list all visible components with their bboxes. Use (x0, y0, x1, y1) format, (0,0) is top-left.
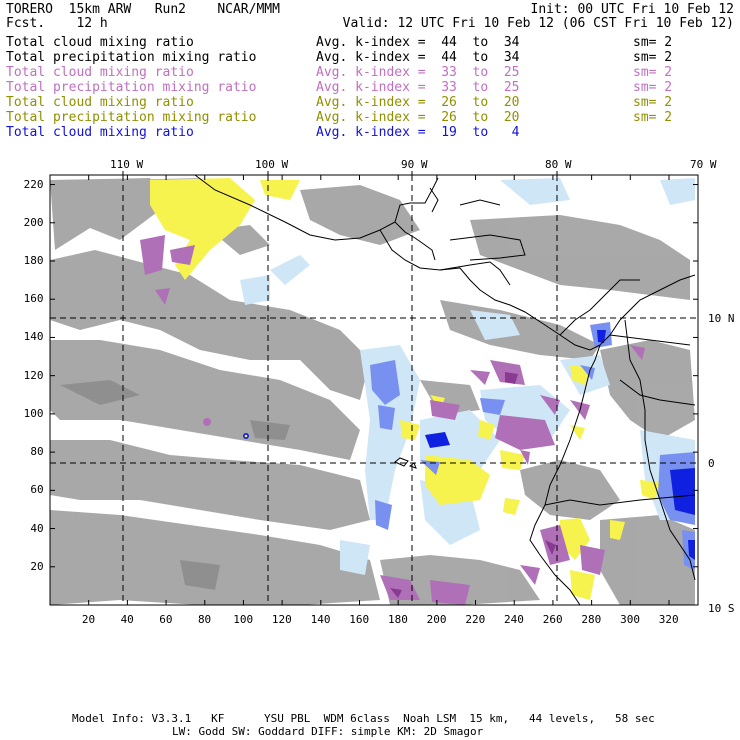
y-tick-label: 80 (30, 445, 44, 459)
plot-frame (49, 174, 699, 606)
legend-field: Total cloud mixing ratio (6, 65, 194, 80)
legend-smooth: sm= 2 (633, 80, 673, 95)
y-tick-label: 20 (30, 559, 44, 573)
legend-row: Total precipitation mixing ratio Avg. k-… (6, 111, 672, 181)
legend-index: Avg. k-index = 26 to 20 (316, 95, 520, 110)
header-valid: Valid: 12 UTC Fri 10 Feb 12 (06 CST Fri … (342, 16, 734, 31)
legend-field: Total precipitation mixing ratio (6, 50, 257, 65)
x-tick-label: 40 (120, 613, 134, 626)
legend-row: Total precipitation mixing ratio Avg. k-… (6, 81, 672, 151)
x-tick-label: 140 (310, 613, 331, 626)
x-tick-label: 80 (197, 613, 212, 626)
legend-field: Total cloud mixing ratio (6, 35, 194, 50)
lon-label: 90 W (401, 158, 428, 171)
legend-smooth: sm= 2 (633, 65, 673, 80)
cloud-field-purple-dark (390, 372, 556, 598)
x-tick-label: 260 (542, 613, 563, 626)
cloud-field-yellow (150, 178, 660, 600)
legend-field: Total precipitation mixing ratio (6, 110, 257, 125)
lon-label: 80 W (545, 158, 572, 171)
legend-index: Avg. k-index = 26 to 20 (316, 110, 520, 125)
x-tick-label: 100 (233, 613, 254, 626)
y-tick-label: 40 (30, 521, 44, 535)
legend-index: Avg. k-index = 19 to 4 (316, 125, 520, 140)
x-tick-label: 60 (159, 613, 173, 626)
cloud-field-blue-dark (243, 330, 695, 560)
lon-ticks (122, 171, 558, 175)
header-init: Init: 00 UTC Fri 10 Feb 12 (530, 2, 735, 17)
x-tick-label: 160 (349, 613, 370, 626)
lon-label: 100 W (255, 158, 289, 171)
lon-label: 70 W (690, 158, 717, 171)
coastlines (194, 175, 696, 605)
legend-smooth: sm= 2 (633, 50, 673, 65)
y-tick-label: 180 (23, 254, 44, 267)
legend-index: Avg. k-index = 44 to 34 (316, 50, 520, 65)
axis-ticks (50, 175, 698, 605)
y-tick-label: 140 (23, 330, 44, 344)
legend-row: Total cloud mixing ratio Avg. k-index = … (6, 126, 520, 196)
legend-field: Total cloud mixing ratio (6, 95, 194, 110)
legend-smooth: sm= 2 (633, 95, 673, 110)
x-tick-label: 320 (658, 613, 679, 626)
y-tick-label: 120 (23, 368, 44, 382)
cloud-field-gray-dark (60, 380, 290, 590)
x-tick-label: 220 (465, 613, 486, 626)
legend-smooth: sm= 2 (633, 35, 673, 50)
x-tick-label: 240 (504, 613, 524, 626)
legend-row: Total cloud mixing ratio Avg. k-index = … (6, 96, 672, 166)
x-tick-label: 180 (387, 613, 408, 626)
y-tick-label: 100 (23, 406, 44, 420)
x-tick-label: 120 (271, 613, 292, 626)
x-tick-label: 300 (620, 613, 640, 626)
y-tick-label: 200 (23, 215, 44, 229)
legend-index: Avg. k-index = 44 to 34 (316, 35, 520, 50)
legend-field: Total precipitation mixing ratio (6, 80, 257, 95)
legend-row: Total cloud mixing ratio Avg. k-index = … (6, 36, 672, 106)
lon-label: 110 W (110, 158, 144, 171)
x-tick-label: 200 (426, 613, 447, 626)
x-tick-label: 20 (81, 613, 96, 626)
footer-physics: LW: Godd SW: Goddard DIFF: simple KM: 2D… (172, 725, 484, 738)
legend-row: Total cloud mixing ratio Avg. k-index = … (6, 66, 672, 136)
y-tick-label: 220 (23, 177, 44, 191)
lat-label: 10 N (708, 312, 735, 325)
legend-index: Avg. k-index = 33 to 25 (316, 80, 520, 95)
y-tick-label: 60 (30, 483, 44, 497)
legend-smooth: sm= 2 (633, 110, 673, 125)
legend-row: Total precipitation mixing ratio Avg. k-… (6, 51, 672, 121)
x-tick-label: 280 (581, 613, 602, 626)
legend-field: Total cloud mixing ratio (6, 125, 194, 140)
latlon-grid (50, 175, 698, 605)
lat-label: 10 S (708, 602, 735, 615)
header-forecast: Fcst. 12 h (6, 16, 108, 31)
header-title: TORERO 15km ARW Run2 NCAR/MMM (6, 2, 280, 17)
footer-model-info: Model Info: V3.3.1 KF YSU PBL WDM 6class… (72, 712, 655, 725)
lat-label: 0 (708, 457, 715, 470)
legend-index: Avg. k-index = 33 to 25 (316, 65, 520, 80)
y-tick-label: 160 (23, 292, 44, 306)
